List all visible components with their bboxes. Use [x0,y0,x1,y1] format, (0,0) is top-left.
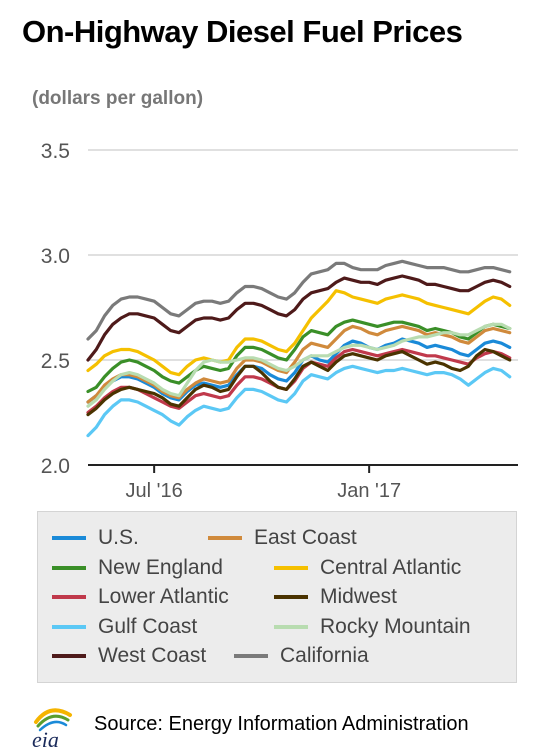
chart-title: On-Highway Diesel Fuel Prices [22,14,463,49]
legend-label: U.S. [98,526,139,549]
y-tick-labels: 2.0 2.5 3.0 3.5 [41,140,70,478]
legend-item: California [234,644,369,668]
legend-swatch [52,624,86,629]
series-line-west-coast [86,274,512,362]
series-lines [86,259,512,438]
legend-swatch [52,595,86,599]
line-chart: 2.0 2.5 3.0 3.5 Jul '16 Jan '17 [41,140,518,500]
series-line-central-atlantic [86,289,512,377]
y-tick-label: 2.0 [41,455,70,478]
eia-logo-icon: eia [32,708,72,749]
y-tick-label: 3.5 [41,140,70,163]
legend-item: U.S. [52,526,139,550]
legend-label: Lower Atlantic [98,585,229,608]
x-tick-label: Jul '16 [126,480,183,500]
legend: U.S. East Coast New England Central Atlanti… [37,511,517,683]
legend-swatch [52,536,86,540]
series-line-rocky-mountain [86,322,512,408]
legend-label: East Coast [254,526,357,549]
series-line-california [86,259,512,341]
series-line-u-s [86,337,512,404]
legend-label: Central Atlantic [320,555,462,579]
source-text: Source: Energy Information Administratio… [94,713,469,735]
legend-swatch [274,565,308,570]
y-tick-label: 3.0 [41,245,70,268]
legend-swatch [274,595,308,599]
legend-item: Gulf Coast [52,615,197,639]
legend-label: West Coast [98,644,207,667]
series-line-gulf-coast [86,364,512,438]
legend-swatch [208,536,242,540]
legend-item: West Coast [52,644,206,668]
units-label: (dollars per gallon) [32,88,204,109]
legend-label: Midwest [320,585,398,608]
footer: eia Source: Energy Information Administr… [28,705,528,749]
legend-label: California [280,644,369,667]
y-tick-label: 2.5 [41,350,70,373]
x-axis: Jul '16 Jan '17 [88,464,518,500]
legend-item: Rocky Mountain [274,615,471,639]
x-tick-label: Jan '17 [337,480,401,500]
legend-label: New England [98,555,223,579]
legend-label: Rocky Mountain [320,614,471,638]
legend-item: New England [52,556,223,580]
series-line-midwest [86,347,512,417]
legend-swatch [52,654,86,658]
series-line-new-england [86,318,512,394]
legend-swatch [234,654,268,658]
legend-item: Midwest [274,585,397,609]
legend-item: Central Atlantic [274,556,461,580]
svg-text:eia: eia [32,727,59,749]
legend-label: Gulf Coast [98,614,198,638]
legend-item: East Coast [208,526,357,550]
legend-item: Lower Atlantic [52,585,229,609]
legend-swatch [52,565,86,570]
legend-swatch [274,624,308,629]
